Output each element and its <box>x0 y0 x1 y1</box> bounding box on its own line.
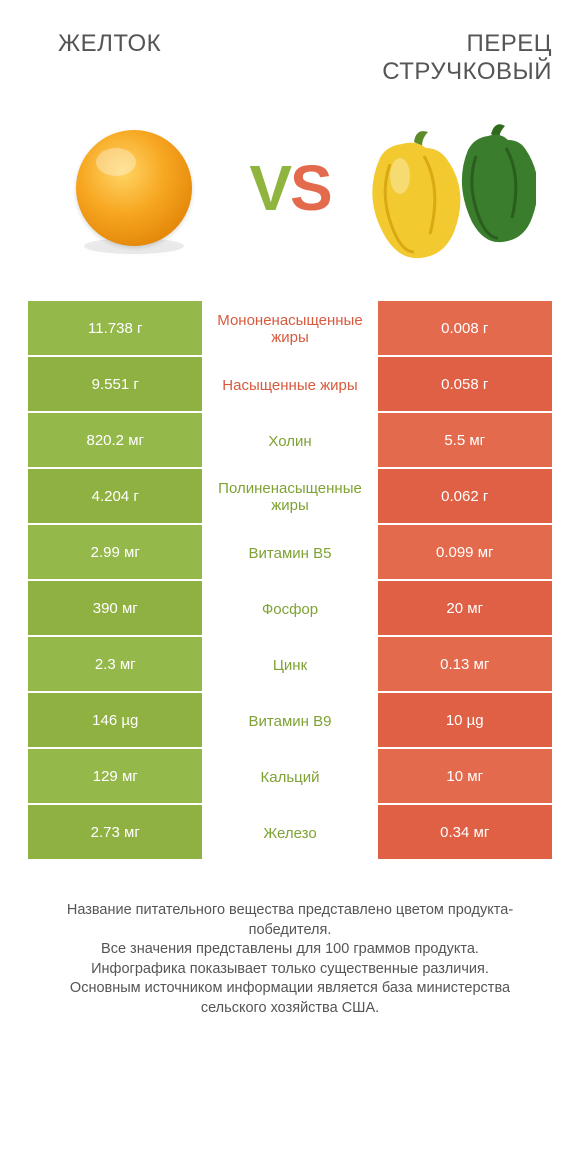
footer-line: Все значения представлены для 100 граммо… <box>36 940 544 960</box>
cell-nutrient-label: Холин <box>202 413 377 469</box>
cell-right-value: 0.34 мг <box>378 805 552 861</box>
cell-left-value: 2.3 мг <box>28 637 202 693</box>
cell-right-value: 20 мг <box>378 581 552 637</box>
vs-label: VS <box>249 151 330 225</box>
cell-right-value: 10 µg <box>378 693 552 749</box>
cell-left-value: 9.551 г <box>28 357 202 413</box>
table-row: 390 мгФосфор20 мг <box>28 581 552 637</box>
titles-row: ЖЕЛТОК ПЕРЕЦСТРУЧКОВЫЙ <box>28 30 552 85</box>
table-row: 129 мгКальций10 мг <box>28 749 552 805</box>
cell-left-value: 129 мг <box>28 749 202 805</box>
table-row: 146 µgВитамин B910 µg <box>28 693 552 749</box>
cell-right-value: 5.5 мг <box>378 413 552 469</box>
cell-left-value: 146 µg <box>28 693 202 749</box>
footer-line: Основным источником информации является … <box>36 979 544 1018</box>
footer-notes: Название питательного вещества представл… <box>28 901 552 1018</box>
cell-nutrient-label: Железо <box>202 805 377 861</box>
table-row: 2.99 мгВитамин B50.099 мг <box>28 525 552 581</box>
vs-v: V <box>249 152 290 224</box>
yolk-image <box>38 108 230 268</box>
cell-right-value: 0.13 мг <box>378 637 552 693</box>
peppers-image <box>350 108 542 268</box>
title-right: ПЕРЕЦСТРУЧКОВЫЙ <box>290 30 552 85</box>
cell-right-value: 0.062 г <box>378 469 552 525</box>
cell-left-value: 2.73 мг <box>28 805 202 861</box>
cell-nutrient-label: Цинк <box>202 637 377 693</box>
table-row: 2.3 мгЦинк0.13 мг <box>28 637 552 693</box>
comparison-table: 11.738 гМононенасыщенные жиры0.008 г9.55… <box>28 301 552 861</box>
title-left: ЖЕЛТОК <box>28 30 238 85</box>
table-row: 2.73 мгЖелезо0.34 мг <box>28 805 552 861</box>
footer-line: Инфографика показывает только существенн… <box>36 960 544 980</box>
cell-nutrient-label: Фосфор <box>202 581 377 637</box>
cell-left-value: 4.204 г <box>28 469 202 525</box>
table-row: 4.204 гПолиненасыщенные жиры0.062 г <box>28 469 552 525</box>
table-row: 9.551 гНасыщенные жиры0.058 г <box>28 357 552 413</box>
cell-left-value: 390 мг <box>28 581 202 637</box>
vs-s: S <box>290 152 331 224</box>
table-row: 820.2 мгХолин5.5 мг <box>28 413 552 469</box>
cell-nutrient-label: Насыщенные жиры <box>202 357 377 413</box>
cell-right-value: 0.008 г <box>378 301 552 357</box>
cell-right-value: 0.099 мг <box>378 525 552 581</box>
cell-nutrient-label: Мононенасыщенные жиры <box>202 301 377 357</box>
cell-nutrient-label: Кальций <box>202 749 377 805</box>
table-row: 11.738 гМононенасыщенные жиры0.008 г <box>28 301 552 357</box>
cell-left-value: 2.99 мг <box>28 525 202 581</box>
footer-line: Название питательного вещества представл… <box>36 901 544 940</box>
cell-nutrient-label: Витамин B5 <box>202 525 377 581</box>
images-row: VS <box>28 103 552 273</box>
cell-nutrient-label: Витамин B9 <box>202 693 377 749</box>
cell-nutrient-label: Полиненасыщенные жиры <box>202 469 377 525</box>
cell-right-value: 10 мг <box>378 749 552 805</box>
cell-left-value: 11.738 г <box>28 301 202 357</box>
cell-left-value: 820.2 мг <box>28 413 202 469</box>
cell-right-value: 0.058 г <box>378 357 552 413</box>
